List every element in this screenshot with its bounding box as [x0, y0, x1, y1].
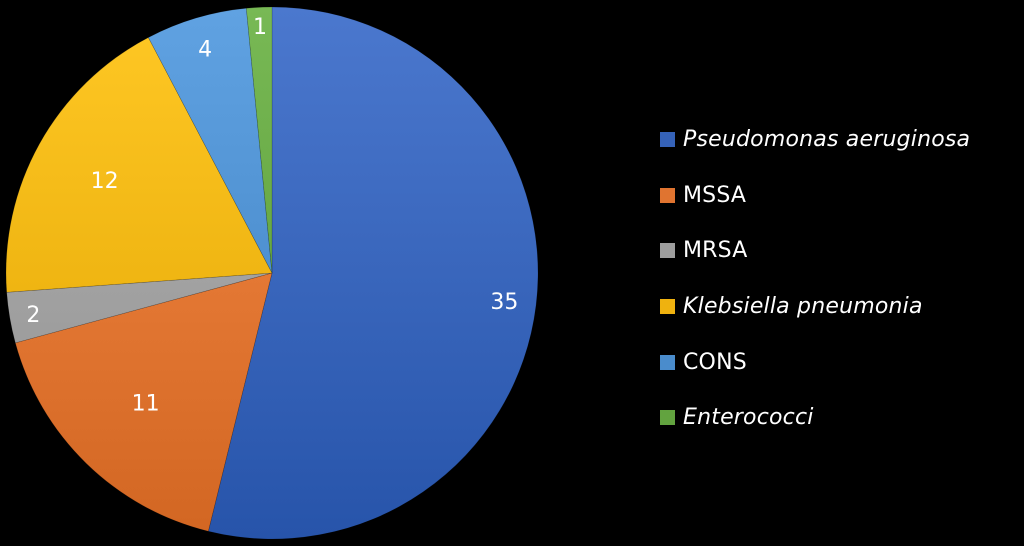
legend-label: CONS: [683, 349, 747, 375]
data-label-pseudomonas: 35: [490, 290, 518, 315]
legend-swatch-icon: [660, 354, 675, 370]
pie-slice-mssa: [14, 272, 273, 532]
legend-item-cons: CONS: [660, 334, 970, 390]
data-label-klebsiella: 12: [91, 169, 119, 194]
legend-swatch-icon: [660, 410, 675, 426]
pie-slice-pseudomonas: [207, 6, 539, 540]
chart-legend: Pseudomonas aeruginosa MSSA MRSA Klebsie…: [660, 112, 970, 446]
pie-slice-cons: [147, 7, 273, 274]
pie-slice-mrsa: [6, 272, 273, 344]
legend-swatch-icon: [660, 187, 675, 203]
legend-item-enterococci: Enterococci: [660, 390, 970, 446]
legend-item-klebsiella: Klebsiella pneumonia: [660, 279, 970, 335]
data-label-mrsa: 2: [26, 303, 40, 328]
legend-label: MSSA: [683, 182, 747, 208]
legend-item-pseudomonas: Pseudomonas aeruginosa: [660, 112, 970, 168]
pie-chart: 35 11 2 12 4 1: [5, 6, 539, 540]
legend-label: Klebsiella pneumonia: [683, 294, 923, 320]
legend-swatch-icon: [660, 243, 675, 259]
pie-slice-klebsiella: [5, 37, 273, 293]
legend-item-mrsa: MRSA: [660, 223, 970, 279]
legend-item-mssa: MSSA: [660, 168, 970, 224]
legend-swatch-icon: [660, 132, 675, 148]
data-label-cons: 4: [198, 38, 212, 63]
legend-label: Pseudomonas aeruginosa: [683, 127, 971, 153]
legend-label: Enterococci: [683, 405, 814, 431]
legend-label: MRSA: [683, 238, 748, 264]
legend-swatch-icon: [660, 299, 675, 315]
data-label-mssa: 11: [132, 391, 160, 416]
data-label-enterococci: 1: [253, 15, 267, 40]
pie-slice-enterococci: [245, 6, 273, 274]
